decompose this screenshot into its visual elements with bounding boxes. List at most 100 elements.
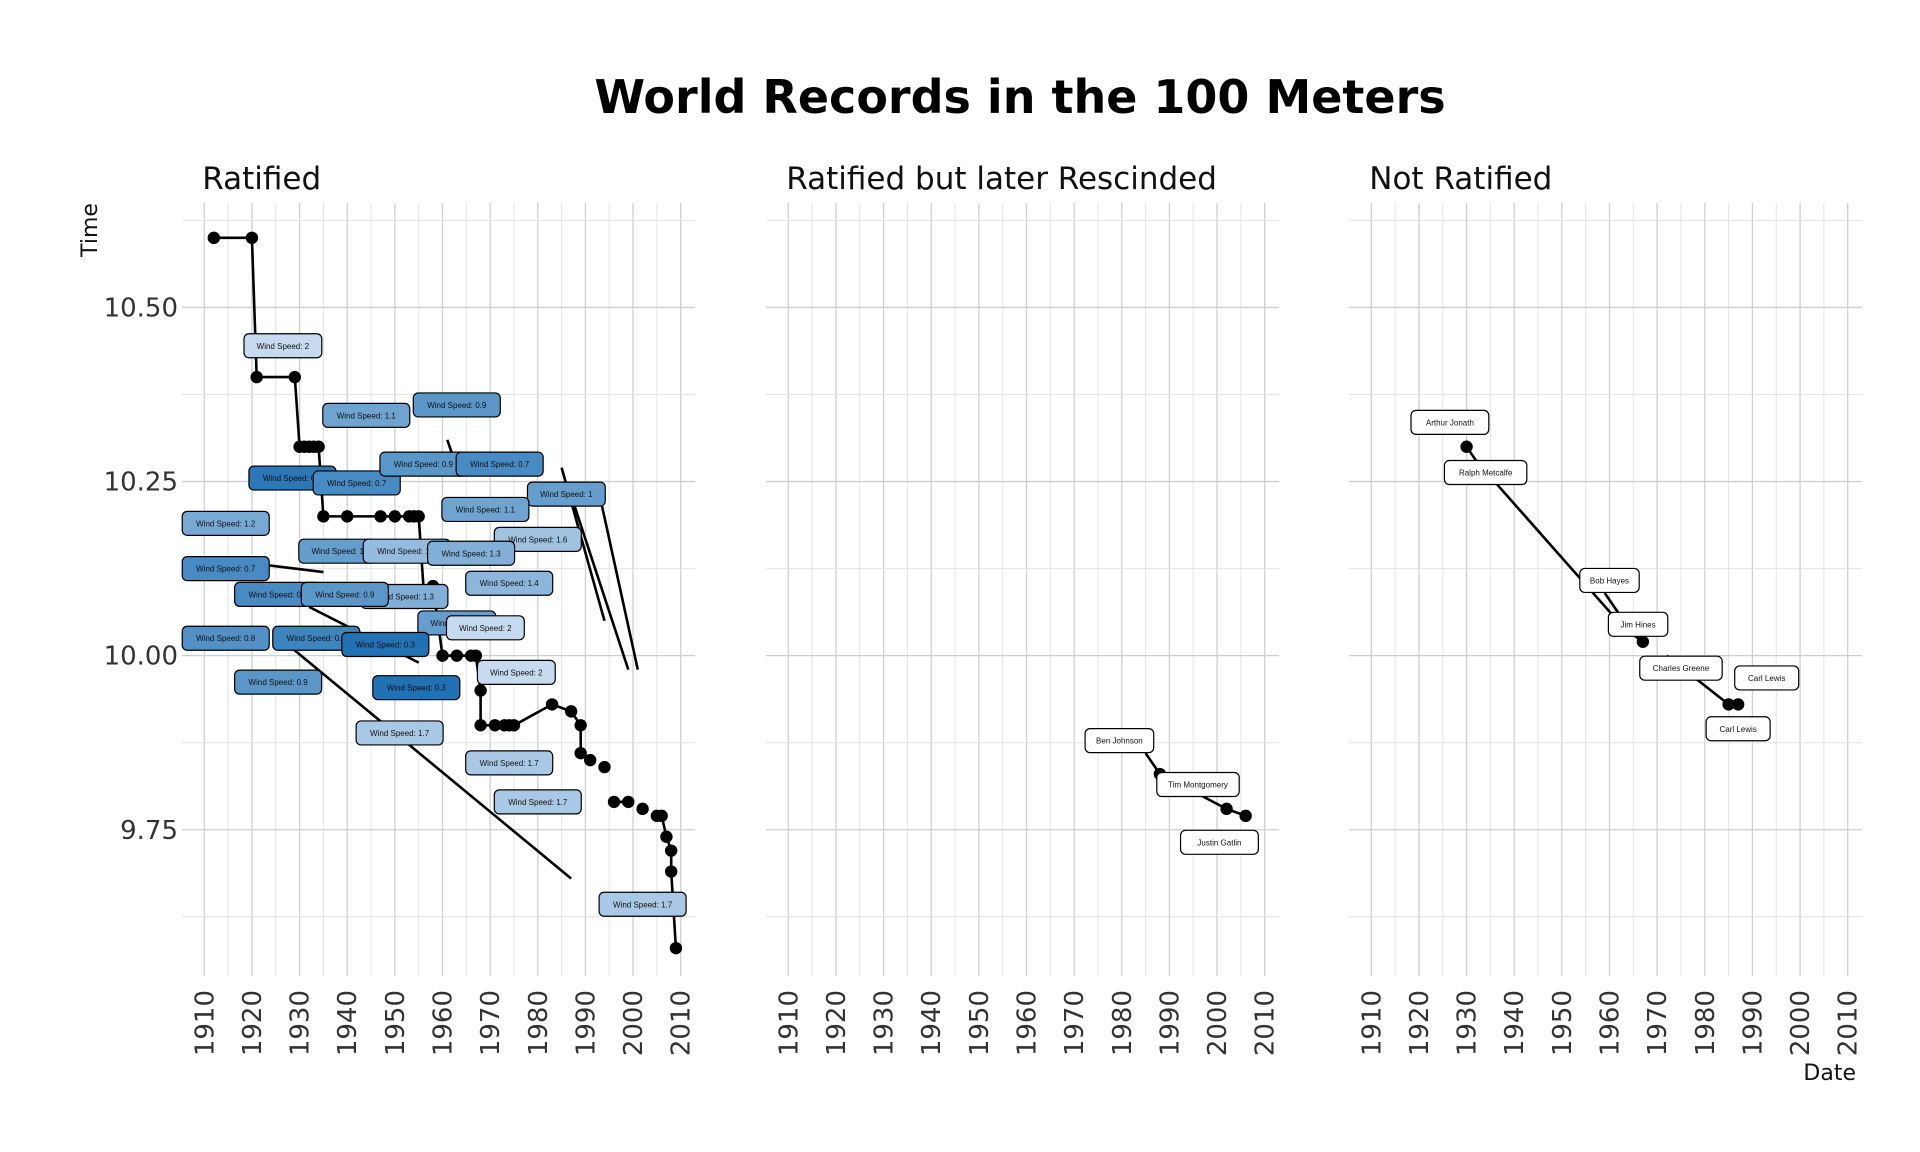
- data-point: [660, 830, 673, 843]
- point-label-box: [426, 540, 516, 566]
- point-label-text: Wind Speed: 2: [490, 668, 543, 677]
- point-label: Ben Johnson: [1084, 728, 1155, 754]
- point-label: Wind Speed: 2: [476, 659, 556, 685]
- point-label-box: [181, 556, 270, 582]
- x-tick-label: 1950: [1548, 990, 1578, 1056]
- series-line: [266, 563, 324, 574]
- x-tick-label: 1970: [476, 990, 506, 1056]
- x-tick-label: 1910: [190, 990, 220, 1056]
- x-tick-label: 1990: [1738, 990, 1768, 1056]
- point-label-text: Carl Lewis: [1719, 725, 1756, 734]
- point-label-box: [493, 526, 582, 552]
- data-point: [1722, 698, 1735, 711]
- data-point: [1636, 635, 1650, 648]
- x-tick-label: 1940: [1500, 990, 1530, 1056]
- x-tick-label: 1940: [917, 990, 947, 1056]
- data-point: [245, 231, 259, 245]
- point-label-text: Wind Speed: 0.4: [263, 474, 323, 483]
- point-label-text: Wind Speed: 1.7: [613, 900, 673, 909]
- point-label-text: Wind Speed: 0.9: [394, 460, 454, 469]
- point-label-text: Wind Speed: 1.1: [456, 505, 516, 514]
- data-point: [1239, 809, 1252, 823]
- point-label: Wind Speed: 1.7: [493, 789, 582, 815]
- point-label-text: Bob Hayes: [1590, 576, 1629, 585]
- point-label-box: [1084, 728, 1155, 754]
- point-label-box: [1607, 611, 1669, 637]
- series-line: [446, 439, 454, 455]
- x-tick-label: 2010: [1251, 990, 1281, 1056]
- point-label-text: Arthur Jonath: [1426, 418, 1474, 427]
- point-label-text: Carl Lewis: [1748, 674, 1785, 683]
- point-label: Wind Speed: 1.7: [598, 891, 687, 917]
- point-label-text: Wind Speed: 0.7: [196, 565, 256, 574]
- point-label-box: [1156, 771, 1240, 798]
- point-label: Wind Speed: 1.3: [426, 540, 516, 566]
- point-label: Charles Greene: [1639, 655, 1723, 681]
- point-label-box: [243, 333, 323, 359]
- point-label: Wind Speed: 0.7: [181, 556, 270, 582]
- point-label: Wind Speed: 1.4: [465, 570, 554, 596]
- series-line: [598, 495, 640, 670]
- data-point: [450, 649, 463, 662]
- point-label-text: Wind Speed: 0.7: [470, 460, 530, 469]
- point-label-box: [476, 659, 556, 685]
- point-label: Wind Speed: 0.9: [234, 669, 323, 695]
- x-tick-label: 2000: [619, 990, 649, 1056]
- chart-title: World Records in the 100 Meters: [594, 70, 1445, 124]
- point-label: Wind Speed: 1.1: [322, 402, 411, 429]
- data-point: [1460, 440, 1473, 453]
- data-point: [374, 510, 387, 523]
- point-label: Carl Lewis: [1705, 716, 1771, 742]
- point-label-text: Wind Speed: 1: [540, 490, 593, 499]
- point-label-text: Wind Speed: 0.3: [356, 641, 416, 650]
- y-tick-label: 9.75: [120, 816, 178, 846]
- point-label-text: Wind Speed: 0.3: [387, 684, 447, 693]
- data-point: [436, 649, 449, 662]
- point-label-text: Wind Speed: 0.9: [315, 590, 375, 599]
- point-label: Wind Speed: 0.8: [181, 625, 270, 651]
- point-label-text: Wind Speed: 1.1: [337, 411, 397, 420]
- data-point: [412, 510, 425, 523]
- point-label-text: Jim Hines: [1621, 620, 1656, 629]
- point-label-box: [1639, 655, 1723, 681]
- point-label: Wind Speed: 1.1: [441, 496, 530, 523]
- point-label: Tim Montgomery: [1156, 771, 1240, 798]
- point-label-box: [526, 481, 606, 507]
- facet-title: Ratified: [202, 161, 321, 197]
- point-label-box: [341, 631, 430, 658]
- point-label: Wind Speed: 1.2: [181, 510, 270, 536]
- data-point: [669, 941, 683, 955]
- point-label-text: Wind Speed: 1.6: [508, 535, 568, 544]
- x-tick-label: 2000: [1203, 990, 1233, 1056]
- point-label-text: Wind Speed: 0.8: [196, 634, 256, 643]
- x-tick-label: 1920: [822, 990, 852, 1056]
- point-label: Carl Lewis: [1734, 665, 1800, 691]
- x-tick-label: 1990: [571, 990, 601, 1056]
- data-point: [1220, 802, 1233, 816]
- point-label-box: [234, 669, 323, 695]
- data-point: [655, 809, 668, 823]
- point-label-box: [355, 720, 444, 746]
- x-tick-label: 1910: [774, 990, 804, 1056]
- data-point: [388, 510, 402, 523]
- point-label-box: [322, 402, 411, 429]
- point-label-box: [455, 451, 544, 477]
- point-label-box: [300, 581, 389, 607]
- point-label: Wind Speed: 1.7: [355, 720, 444, 746]
- data-point: [1731, 698, 1745, 711]
- point-label-text: Wind Speed: 1.5: [377, 547, 437, 556]
- x-tick-label: 1990: [1155, 990, 1185, 1056]
- x-tick-label: 1980: [1108, 990, 1138, 1056]
- point-label-text: Justin Gatlin: [1197, 838, 1241, 847]
- point-label: Wind Speed: 0.7: [455, 451, 544, 477]
- point-label: Wind Speed: 1.6: [493, 526, 582, 552]
- point-label: Wind Speed: 2: [445, 615, 525, 641]
- data-point: [250, 370, 263, 384]
- point-label-box: [1705, 716, 1771, 742]
- point-label: Wind Speed: 1.7: [465, 750, 554, 776]
- point-label-box: [465, 570, 554, 596]
- point-label-box: [312, 470, 401, 496]
- point-label-box: [1734, 665, 1800, 691]
- x-tick-label: 1970: [1060, 990, 1090, 1056]
- x-tick-label: 1970: [1643, 990, 1673, 1056]
